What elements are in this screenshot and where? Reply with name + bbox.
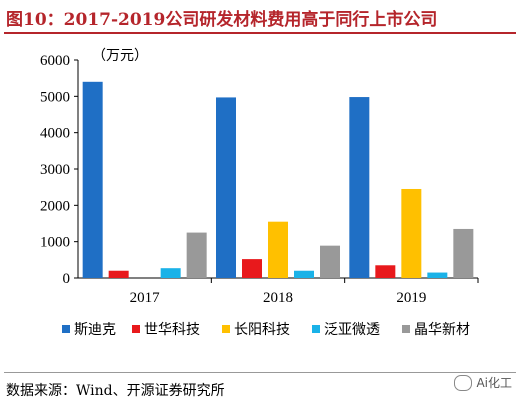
legend-label: 泛亚微透: [324, 322, 380, 338]
bar: [294, 270, 314, 278]
y-tick-label: 4000: [40, 126, 70, 142]
chat-bubble-icon: [454, 374, 473, 391]
y-tick-label: 3000: [40, 162, 70, 178]
y-tick-label: 6000: [40, 53, 70, 69]
y-tick-label: 2000: [40, 198, 70, 214]
y-tick-label: 1000: [40, 235, 70, 251]
legend-swatch: [402, 325, 410, 333]
axes: 0 1000 2000 3000 4000 5000 6000 2017 2018 2019: [40, 53, 479, 306]
bar: [268, 221, 288, 278]
y-axis-unit: （万元）: [92, 48, 148, 64]
x-tick-label: 2018: [263, 290, 293, 306]
legend-swatch: [132, 325, 140, 333]
y-tick-label: 0: [63, 271, 71, 287]
bar: [401, 188, 422, 278]
legend-label: 长阳科技: [234, 322, 290, 338]
x-tick-label: 2017: [130, 290, 161, 306]
data-source: 数据来源：Wind、开源证券研究所: [6, 383, 225, 399]
bar-series: [82, 81, 474, 278]
legend: 斯迪克 世华科技 长阳科技 泛亚微透 晶华新材: [62, 322, 470, 338]
x-tick-label: 2019: [396, 290, 426, 306]
footer-divider: [4, 372, 516, 373]
bar: [320, 245, 340, 278]
bar-chart: （万元） 0 1000 2000 3000 4000 5000 6000 2017 2018 20…: [40, 48, 479, 338]
badge-label: Ai化工: [476, 376, 512, 390]
bar: [427, 272, 448, 278]
bar: [216, 97, 236, 278]
legend-swatch: [222, 325, 230, 333]
chart-title: 图10：2017-2019公司研发材料费用高于同行上市公司: [6, 10, 438, 30]
legend-label: 世华科技: [144, 322, 200, 338]
bar: [375, 265, 396, 278]
bar: [108, 270, 129, 278]
bar: [82, 81, 103, 278]
bar: [160, 268, 181, 278]
legend-swatch: [312, 325, 320, 333]
legend-swatch: [62, 325, 70, 333]
bar: [186, 232, 207, 278]
legend-label: 晶华新材: [414, 322, 470, 338]
legend-label: 斯迪克: [74, 322, 116, 338]
bar: [349, 97, 370, 278]
bar: [242, 259, 262, 278]
bar: [453, 228, 474, 278]
watermark-badge: Ai化工: [454, 374, 512, 391]
title-divider: [4, 32, 516, 34]
y-tick-label: 5000: [40, 89, 70, 105]
